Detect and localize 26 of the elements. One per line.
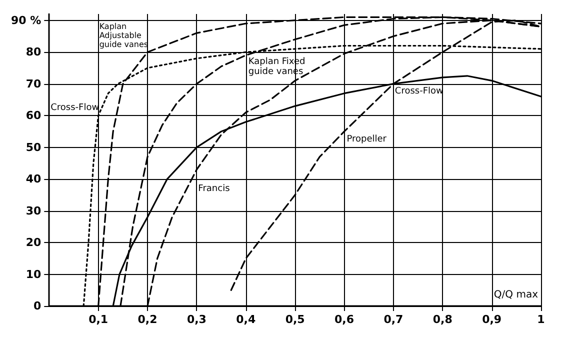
y-tick-label: 70 xyxy=(26,77,42,90)
y-tick-label: 90 % xyxy=(10,14,42,27)
x-tick-label: 0,6 xyxy=(334,313,354,326)
y-tick-label: 50 xyxy=(26,140,42,154)
y-tick-label: 80 xyxy=(26,46,42,59)
series-label: Cross-Flow xyxy=(394,86,444,96)
x-tick-label: 0,9 xyxy=(482,313,502,326)
y-tick-label: 10 xyxy=(26,268,42,281)
x-tick-label: 0,5 xyxy=(285,313,305,326)
x-tick-label: 0,2 xyxy=(138,313,158,326)
y-tick-label: 40 xyxy=(26,172,42,186)
x-tick-label: 0,1 xyxy=(88,313,108,326)
x-axis-title: Q/Q max xyxy=(494,290,538,300)
y-tick-label: 60 xyxy=(26,109,42,122)
y-tick-label: 0 xyxy=(34,300,42,312)
x-tick-label: 0,8 xyxy=(432,313,452,326)
y-tick-label: 20 xyxy=(26,236,42,250)
y-tick-label: 30 xyxy=(26,204,42,218)
x-tick-label: 0,4 xyxy=(236,313,256,326)
series-label: Propeller xyxy=(346,134,387,145)
series-label: Kaplan Adjustable guide vanes xyxy=(99,22,148,49)
series-label: Cross-Flow xyxy=(50,102,100,113)
series-label: Francis xyxy=(198,184,230,194)
x-tick-label: 0,7 xyxy=(384,313,404,326)
x-tick-label: 1 xyxy=(537,313,545,326)
x-tick-label: 0,3 xyxy=(186,313,206,326)
